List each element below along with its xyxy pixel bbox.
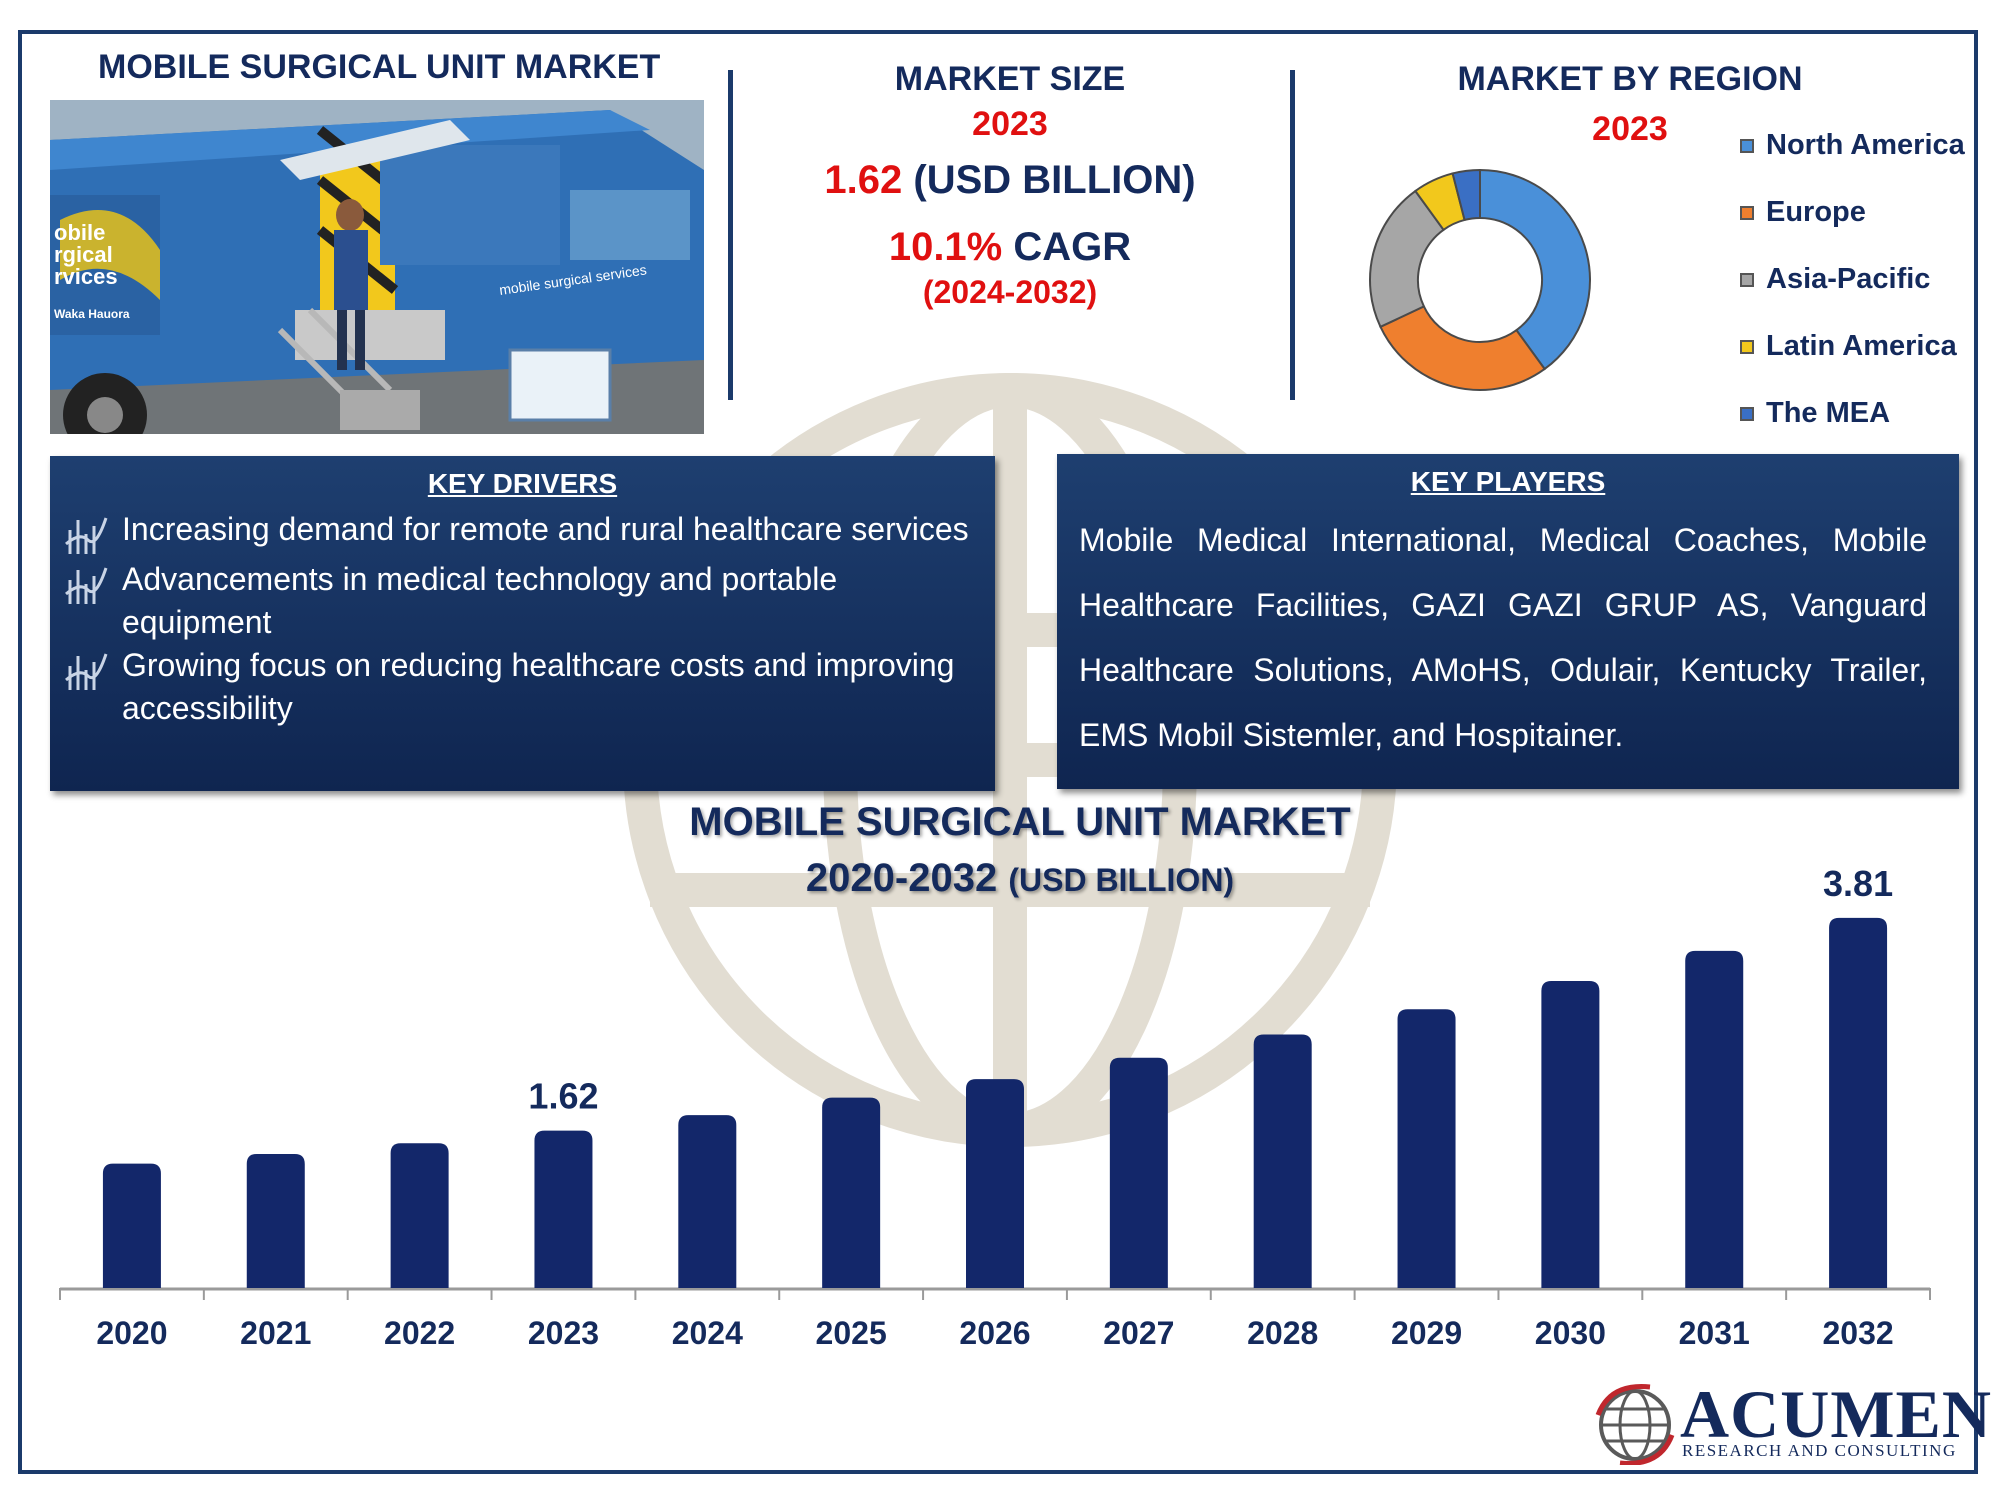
- divider-left: [728, 70, 733, 400]
- legend-label: Latin America: [1766, 330, 1957, 362]
- market-size-unit: (USD BILLION): [913, 158, 1196, 202]
- bar-2029: [1397, 1009, 1456, 1288]
- market-size-value-line: 1.62 (USD BILLION): [760, 158, 1260, 203]
- region-legend: North America Europe Asia-Pacific Latin …: [1740, 112, 1965, 447]
- region-title: MARKET BY REGION: [1457, 60, 1803, 98]
- photo-caption-3: rvices: [54, 264, 118, 289]
- divider-right: [1290, 70, 1295, 400]
- bar-2030: [1541, 981, 1600, 1288]
- legend-label: Asia-Pacific: [1766, 263, 1931, 295]
- driver-item: Growing focus on reducing healthcare cos…: [64, 644, 975, 730]
- legend-swatch-the-mea: [1740, 406, 1754, 421]
- region-donut-chart: [1369, 168, 1591, 391]
- x-tick-label: 2032: [1822, 1315, 1893, 1351]
- legend-label: North America: [1766, 129, 1965, 161]
- bar-2020: [102, 1163, 161, 1288]
- x-tick-label: 2020: [96, 1315, 167, 1351]
- x-tick-label: 2028: [1247, 1315, 1318, 1351]
- bar-2032: [1829, 917, 1888, 1288]
- market-size-year: 2023: [972, 105, 1048, 143]
- key-players-text: Mobile Medical International, Medical Co…: [1079, 522, 1927, 753]
- key-drivers-title: KEY DRIVERS: [427, 468, 618, 499]
- photo-caption-2: rgical: [54, 242, 113, 267]
- x-tick-label: 2029: [1391, 1315, 1462, 1351]
- x-tick-label: 2021: [240, 1315, 311, 1351]
- bar-2024: [678, 1115, 737, 1288]
- region-year: 2023: [1592, 110, 1668, 148]
- x-tick-label: 2026: [959, 1315, 1030, 1351]
- logo-wordmark: ACUMEN: [1680, 1376, 1992, 1452]
- driver-text: Advancements in medical technology and p…: [122, 561, 838, 640]
- globe-logo-icon: [1595, 1384, 1675, 1465]
- chart-subtitle: 2020-2032 (USD BILLION): [600, 856, 1440, 901]
- x-tick-label: 2025: [816, 1315, 887, 1351]
- photo-caption-small: Waka Hauora: [54, 307, 130, 321]
- bar-2025: [822, 1097, 881, 1288]
- chart-period: 2020-2032: [805, 856, 998, 900]
- legend-swatch-asia-pacific: [1740, 272, 1754, 287]
- key-players-title: KEY PLAYERS: [1410, 466, 1606, 497]
- acumen-logo: ACUMEN RESEARCH AND CONSULTING: [1590, 1375, 1991, 1465]
- growth-chart-icon: [65, 567, 108, 604]
- cagr-period: (2024-2032): [922, 274, 1098, 310]
- legend-item-the-mea: The MEA: [1740, 380, 1965, 447]
- legend-swatch-latin-america: [1740, 339, 1754, 354]
- growth-chart-icon: [65, 653, 108, 690]
- infographic-frame: [18, 30, 1978, 1474]
- bar-2021: [246, 1153, 305, 1288]
- legend-swatch-north-america: [1740, 138, 1754, 153]
- donut-slice-north-america: [1479, 168, 1591, 371]
- chart-title: MOBILE SURGICAL UNIT MARKET: [689, 800, 1351, 844]
- donut-slice-europe: [1379, 305, 1547, 391]
- driver-text: Growing focus on reducing healthcare cos…: [122, 647, 955, 726]
- market-size-value: 1.62: [824, 158, 903, 202]
- driver-text: Increasing demand for remote and rural h…: [122, 511, 969, 547]
- x-tick-label: 2031: [1679, 1315, 1750, 1351]
- x-tick-label: 2030: [1535, 1315, 1606, 1351]
- page-title: MOBILE SURGICAL UNIT MARKET: [98, 48, 661, 86]
- bar-2023: [534, 1130, 593, 1288]
- legend-item-asia-pacific: Asia-Pacific: [1740, 246, 1965, 313]
- x-tick-label: 2024: [672, 1315, 743, 1351]
- cagr-label: CAGR: [1013, 225, 1132, 269]
- market-size-label: MARKET SIZE: [894, 60, 1126, 98]
- x-tick-label: 2022: [384, 1315, 455, 1351]
- driver-item: Advancements in medical technology and p…: [64, 558, 975, 644]
- cagr-value: 10.1%: [888, 225, 1003, 269]
- driver-item: Increasing demand for remote and rural h…: [64, 508, 975, 558]
- mobile-unit-photo: obile rgical rvices Waka Hauora mobile s…: [50, 100, 704, 434]
- bar-2026: [966, 1079, 1024, 1288]
- bar-2028: [1253, 1034, 1312, 1288]
- key-players-panel: KEY PLAYERS Mobile Medical International…: [1057, 454, 1959, 789]
- bar-2027: [1109, 1057, 1168, 1288]
- legend-label: The MEA: [1766, 397, 1891, 429]
- bar-data-label: 1.62: [528, 1076, 598, 1117]
- photo-caption-1: obile: [54, 220, 105, 245]
- legend-item-latin-america: Latin America: [1740, 313, 1965, 380]
- legend-swatch-europe: [1740, 205, 1754, 220]
- chart-unit: (USD BILLION): [1008, 862, 1235, 898]
- cagr-line: 10.1% CAGR: [760, 225, 1260, 270]
- legend-item-north-america: North America: [1740, 112, 1965, 179]
- legend-item-europe: Europe: [1740, 179, 1965, 246]
- x-tick-label: 2027: [1103, 1315, 1174, 1351]
- growth-chart-icon: [65, 517, 108, 554]
- x-tick-label: 2023: [528, 1315, 599, 1351]
- key-drivers-panel: KEY DRIVERS Increasing demand for remote…: [50, 456, 995, 791]
- donut-slice-the-mea: [1451, 168, 1481, 222]
- market-size-block: MARKET SIZE 2023 1.62 (USD BILLION) 10.1…: [760, 60, 1260, 311]
- bar-2022: [390, 1143, 449, 1288]
- legend-label: Europe: [1766, 196, 1866, 228]
- bar-data-label: 3.81: [1823, 863, 1893, 904]
- logo-subtitle: RESEARCH AND CONSULTING: [1682, 1441, 1957, 1460]
- bar-2031: [1685, 950, 1744, 1288]
